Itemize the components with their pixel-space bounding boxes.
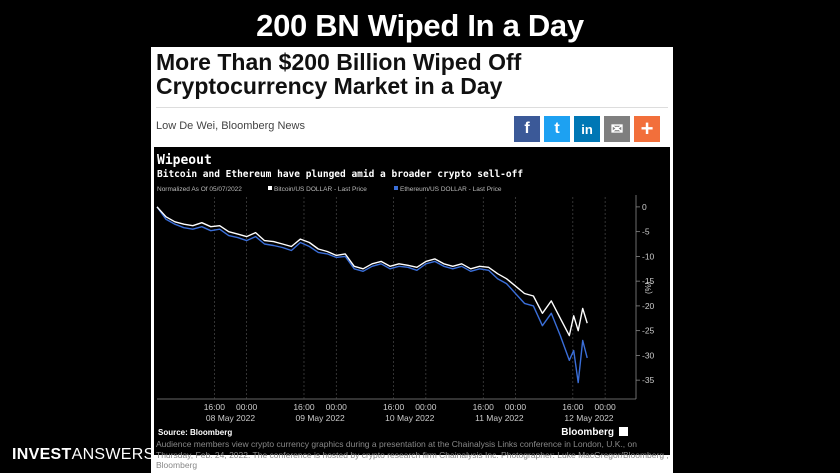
legend-swatch-bitcoin — [268, 186, 272, 190]
x-tick-label: 00:00 — [326, 402, 348, 412]
y-tick-label: -30 — [642, 350, 655, 360]
chart-subtitle: Bitcoin and Ethereum have plunged amid a… — [157, 169, 523, 180]
y-tick-label: -25 — [642, 326, 655, 336]
divider — [156, 107, 668, 108]
article-card: More Than $200 Billion Wiped Off Cryptoc… — [151, 47, 673, 473]
percent-axis-label: (%) — [644, 281, 653, 294]
linkedin-share-button[interactable]: in — [574, 116, 600, 142]
headline-line-1: More Than $200 Billion Wiped Off — [156, 49, 522, 75]
x-tick-label: 00:00 — [594, 402, 616, 412]
y-tick-label: -20 — [642, 301, 655, 311]
bloomberg-logo-icon — [619, 427, 628, 436]
twitter-share-button[interactable]: t — [544, 116, 570, 142]
chart-image: Wipeout Bitcoin and Ethereum have plunge… — [154, 147, 670, 455]
y-tick-label: -35 — [642, 375, 655, 385]
brand-bold: INVEST — [12, 446, 72, 463]
brand-light: ANSWERS — [71, 446, 155, 463]
x-tick-label: 00:00 — [236, 402, 258, 412]
email-icon: ✉ — [610, 121, 624, 138]
plus-icon: + — [640, 116, 654, 141]
legend-label-ethereum: Ethereum/US DOLLAR - Last Price — [400, 186, 502, 193]
chart-title: Wipeout — [157, 153, 212, 168]
x-date-label: 10 May 2022 — [385, 413, 434, 423]
x-date-label: 09 May 2022 — [296, 413, 345, 423]
y-tick-label: -10 — [642, 251, 655, 261]
series-line-ethereum — [156, 206, 588, 384]
y-tick-label: -5 — [642, 227, 650, 237]
facebook-icon: f — [524, 120, 530, 137]
x-tick-label: 16:00 — [383, 402, 405, 412]
legend-swatch-ethereum — [394, 186, 398, 190]
x-tick-label: 00:00 — [505, 402, 527, 412]
y-tick-label: -15 — [642, 276, 655, 286]
line-chart: Wipeout Bitcoin and Ethereum have plunge… — [156, 153, 655, 438]
x-tick-label: 16:00 — [204, 402, 226, 412]
twitter-icon: t — [554, 120, 560, 137]
facebook-share-button[interactable]: f — [514, 116, 540, 142]
normalized-note: Normalized As Of 05/07/2022 — [157, 186, 242, 193]
article-headline[interactable]: More Than $200 Billion Wiped Off Cryptoc… — [156, 50, 668, 98]
chart-source: Source: Bloomberg — [158, 428, 232, 437]
x-date-label: 12 May 2022 — [564, 413, 613, 423]
x-date-label: 11 May 2022 — [475, 413, 524, 423]
byline: Low De Wei, Bloomberg News — [156, 120, 305, 132]
legend-label-bitcoin: Bitcoin/US DOLLAR - Last Price — [274, 186, 367, 193]
series-line-bitcoin — [156, 206, 588, 337]
x-tick-label: 00:00 — [415, 402, 437, 412]
photo-caption: Audience members view crypto currency gr… — [156, 439, 669, 470]
x-date-label: 08 May 2022 — [206, 413, 255, 423]
x-tick-label: 16:00 — [473, 402, 495, 412]
bloomberg-watermark: Bloomberg — [561, 427, 614, 438]
slide-title: 200 BN Wiped In a Day — [256, 8, 584, 43]
email-share-button[interactable]: ✉ — [604, 116, 630, 142]
x-tick-label: 16:00 — [562, 402, 584, 412]
more-share-button[interactable]: + — [634, 116, 660, 142]
y-tick-label: 0 — [642, 202, 647, 212]
x-tick-label: 16:00 — [293, 402, 315, 412]
investanswers-logo: INVESTANSWERS — [12, 446, 155, 464]
linkedin-icon: in — [581, 121, 593, 137]
headline-line-2: Cryptocurrency Market in a Day — [156, 73, 503, 99]
